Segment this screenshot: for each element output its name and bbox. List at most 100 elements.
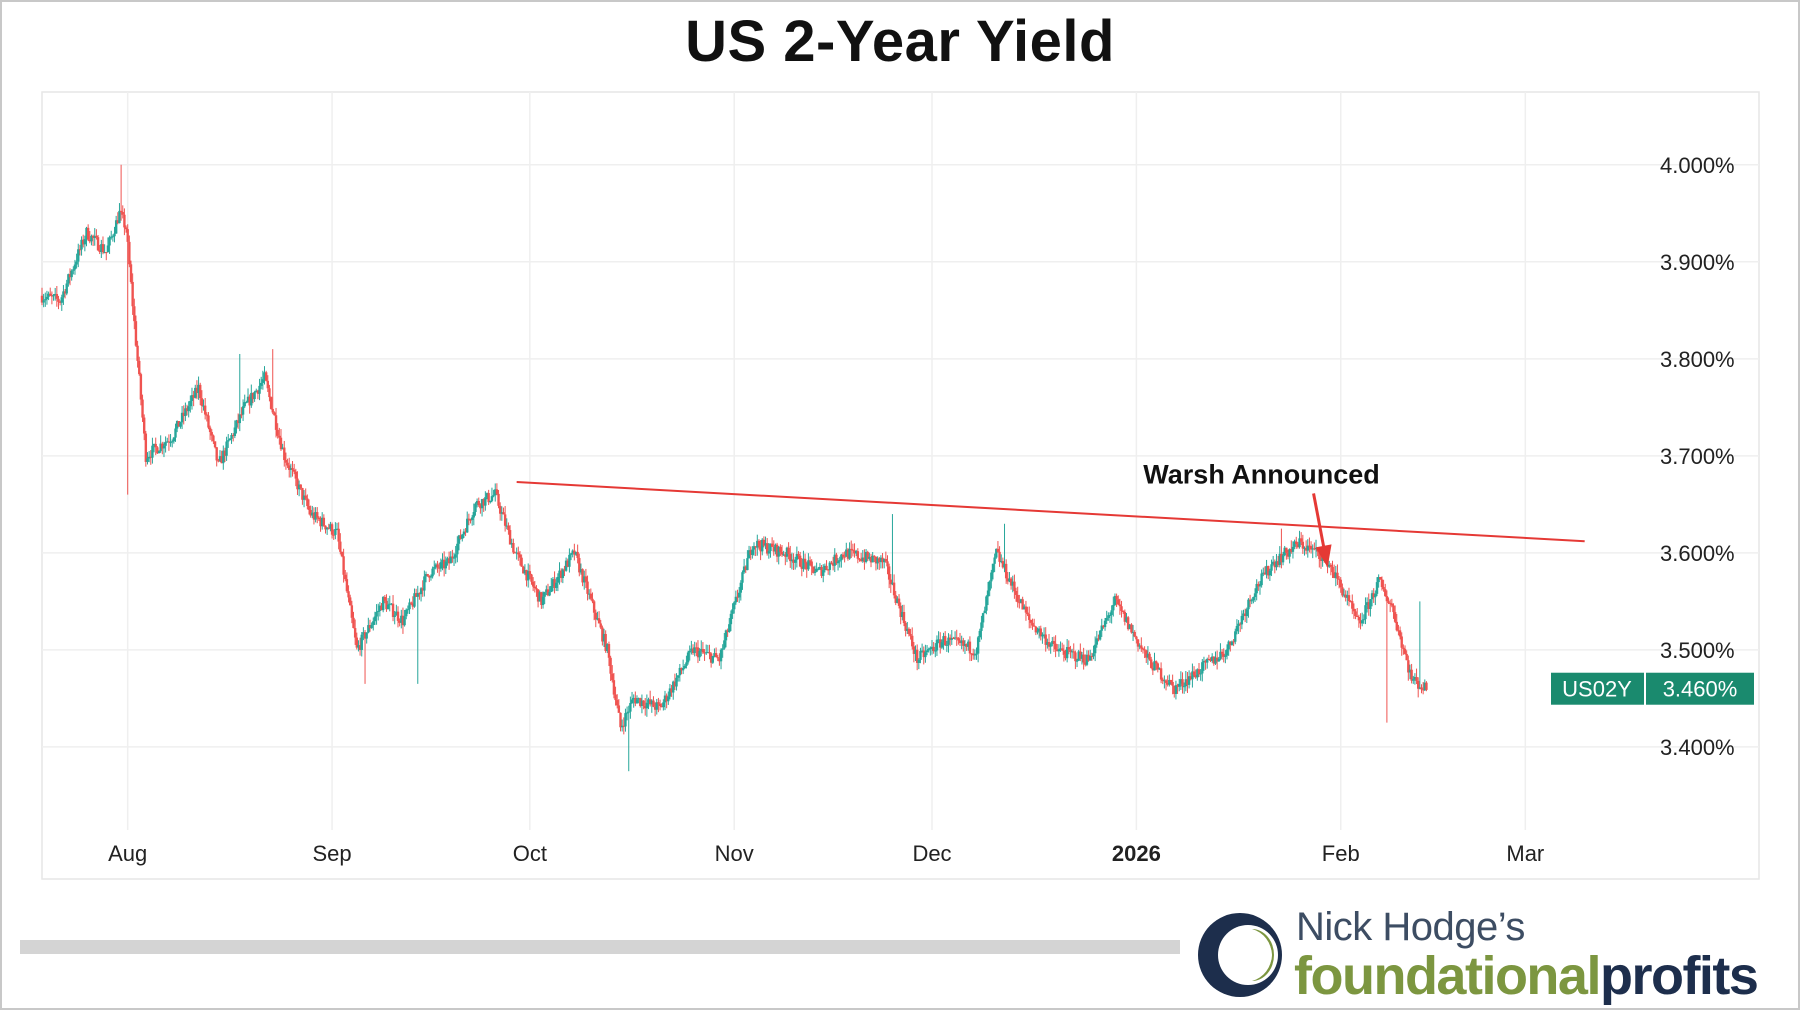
candle-body: [1271, 561, 1275, 565]
candle-body: [1187, 676, 1191, 685]
candle: [973, 649, 977, 660]
candle: [851, 543, 855, 557]
candle: [446, 556, 449, 566]
candle-body: [1230, 641, 1234, 645]
candle: [426, 573, 429, 577]
candle: [1395, 613, 1398, 632]
candle-body: [733, 602, 736, 610]
candle: [1337, 575, 1341, 589]
candle: [63, 288, 67, 299]
candle-body: [899, 605, 902, 618]
candle: [873, 555, 876, 563]
candle-body: [1016, 594, 1019, 603]
candle-body: [581, 569, 584, 583]
candle-body: [294, 471, 298, 479]
candle: [142, 414, 146, 441]
candle-body: [233, 427, 237, 436]
candle: [451, 549, 454, 563]
candle: [1164, 679, 1168, 691]
candle: [535, 585, 538, 597]
candle-body: [1182, 686, 1186, 688]
candle-body: [83, 239, 87, 245]
candle: [1151, 662, 1155, 676]
candle-body: [825, 565, 828, 570]
candle-body: [162, 445, 166, 449]
candle: [129, 260, 133, 284]
candle: [831, 556, 835, 571]
candle-body: [1357, 616, 1361, 621]
candle-body: [156, 447, 159, 454]
candle-body: [749, 550, 752, 555]
candle-body: [192, 395, 195, 398]
candle: [477, 497, 480, 507]
candle-body: [751, 549, 754, 555]
candle: [701, 642, 705, 655]
candle: [335, 522, 339, 531]
candle: [1052, 636, 1056, 652]
candle: [398, 618, 401, 627]
candle: [737, 587, 741, 603]
candle-body: [805, 562, 808, 570]
candle-body: [535, 588, 538, 590]
candle-body: [1013, 581, 1016, 592]
candle: [1121, 610, 1125, 614]
candle-body: [452, 557, 456, 559]
horizontal-scrollbar[interactable]: [20, 940, 1180, 954]
candle: [848, 542, 851, 560]
candle: [441, 553, 444, 571]
candle-body: [1204, 660, 1207, 663]
candle-body: [1400, 636, 1403, 648]
candle: [467, 513, 471, 526]
candle-body: [378, 605, 382, 611]
candle: [72, 266, 75, 275]
candle-body: [75, 261, 78, 265]
candle: [1077, 649, 1080, 661]
candle: [1387, 597, 1390, 605]
candle: [60, 294, 63, 311]
candle: [452, 552, 456, 567]
candle-body: [411, 603, 415, 607]
candle-body: [1004, 563, 1008, 579]
candle-body: [716, 657, 719, 659]
candle: [653, 702, 657, 717]
candle: [372, 617, 375, 631]
candle-body: [124, 227, 128, 230]
candle-body: [1059, 648, 1062, 650]
candle-body: [1041, 634, 1044, 637]
candle: [774, 543, 777, 555]
candle-body: [1299, 538, 1303, 542]
candle: [843, 551, 846, 563]
candle: [256, 389, 260, 400]
candle: [906, 621, 909, 634]
candle-body: [846, 549, 850, 559]
candle-body: [424, 573, 428, 577]
candle: [1425, 681, 1428, 692]
y-tick-label: 4.000%: [1660, 153, 1735, 178]
candle-body: [962, 640, 965, 646]
candle: [40, 287, 44, 306]
candle: [578, 553, 581, 577]
candle: [690, 640, 693, 655]
candle: [1064, 649, 1067, 661]
candle: [620, 719, 624, 732]
candle-body: [940, 642, 944, 648]
candle-body: [695, 647, 698, 649]
candle: [795, 546, 799, 568]
candle: [241, 399, 245, 421]
candle-body: [1064, 654, 1067, 659]
candle: [1346, 590, 1349, 606]
candle: [233, 420, 237, 439]
candle: [815, 562, 818, 573]
candle: [1192, 666, 1196, 678]
candle: [706, 644, 710, 654]
candle-body: [139, 374, 143, 400]
candle-body: [879, 557, 883, 563]
candle: [157, 450, 161, 454]
candle: [423, 570, 426, 597]
candle-body: [456, 543, 459, 555]
candle-body: [838, 560, 841, 562]
candle-body: [449, 556, 452, 564]
candle-body: [943, 636, 947, 646]
candle: [223, 447, 227, 463]
